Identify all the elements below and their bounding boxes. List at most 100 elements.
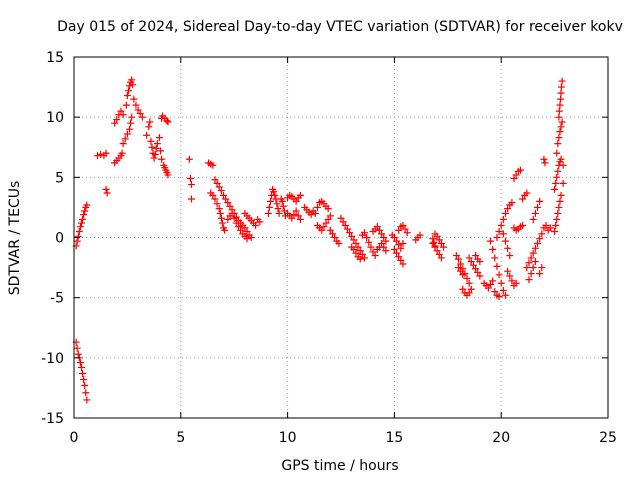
- data-point: [148, 143, 156, 151]
- x-tick-label: 5: [176, 430, 185, 446]
- data-point: [311, 209, 319, 217]
- chart-title: Day 015 of 2024, Sidereal Day-to-day VTE…: [57, 19, 623, 35]
- data-point: [224, 215, 232, 223]
- data-point: [209, 191, 217, 199]
- data-point: [499, 230, 507, 238]
- data-point: [497, 221, 505, 229]
- data-point: [151, 150, 159, 158]
- data-point: [437, 240, 445, 248]
- data-point: [501, 291, 509, 299]
- data-point: [292, 207, 300, 215]
- data-point: [83, 201, 91, 209]
- data-point: [75, 227, 83, 235]
- data-point: [555, 134, 563, 142]
- data-point: [557, 191, 565, 199]
- data-point: [153, 140, 161, 148]
- data-point: [454, 264, 462, 272]
- data-point: [158, 155, 166, 163]
- data-point: [265, 203, 273, 211]
- data-point: [523, 189, 531, 197]
- data-point: [476, 272, 484, 280]
- data-point: [395, 226, 403, 234]
- data-point: [484, 284, 492, 292]
- axis-ticks: [73, 56, 609, 419]
- data-point: [510, 175, 518, 183]
- data-point: [508, 277, 516, 285]
- data-point: [399, 240, 407, 248]
- data-point: [559, 179, 567, 187]
- data-point: [546, 224, 554, 232]
- data-point: [222, 195, 230, 203]
- data-point: [554, 167, 562, 175]
- data-point: [467, 285, 475, 293]
- data-point: [221, 226, 229, 234]
- data-point: [435, 250, 443, 258]
- data-point: [164, 171, 172, 179]
- data-point: [230, 214, 238, 222]
- data-point: [557, 89, 565, 97]
- data-point: [226, 202, 234, 210]
- data-point: [102, 149, 110, 157]
- data-point: [489, 277, 497, 285]
- data-point: [296, 191, 304, 199]
- x-tick-label: 20: [492, 430, 510, 446]
- data-point: [538, 230, 546, 238]
- data-point: [79, 369, 87, 377]
- data-point: [390, 246, 398, 254]
- data-point: [130, 95, 138, 103]
- data-point: [243, 227, 251, 235]
- data-point: [542, 221, 550, 229]
- data-point: [113, 116, 121, 124]
- data-point: [506, 252, 514, 260]
- data-point: [437, 254, 445, 262]
- data-point: [553, 215, 561, 223]
- data-point: [237, 226, 245, 234]
- data-point: [360, 229, 368, 237]
- data-point: [121, 135, 129, 143]
- data-point: [559, 161, 567, 169]
- data-point: [457, 267, 465, 275]
- data-point: [145, 123, 153, 131]
- data-point: [356, 255, 364, 263]
- data-point: [119, 140, 127, 148]
- data-point: [232, 219, 240, 227]
- y-axis-label: SDTVAR / TECUs: [7, 181, 23, 296]
- data-point: [143, 131, 151, 139]
- data-point: [136, 110, 144, 118]
- data-point: [531, 209, 539, 217]
- data-point: [213, 200, 221, 208]
- data-point: [76, 359, 84, 367]
- data-point: [495, 271, 503, 279]
- data-point: [529, 249, 537, 257]
- data-point: [399, 221, 407, 229]
- data-point: [380, 243, 388, 251]
- data-point: [525, 276, 533, 284]
- data-point: [155, 134, 163, 142]
- data-point: [558, 77, 566, 85]
- y-tick-label: -5: [50, 291, 64, 307]
- data-point: [147, 137, 155, 145]
- data-point: [150, 154, 158, 162]
- data-point: [80, 211, 88, 219]
- data-point: [73, 344, 81, 352]
- data-point: [538, 264, 546, 272]
- data-point: [555, 113, 563, 121]
- y-tick-label: -10: [41, 351, 64, 367]
- data-point: [307, 211, 315, 219]
- data-point: [243, 235, 251, 243]
- data-point: [554, 140, 562, 148]
- data-point: [363, 234, 371, 241]
- data-point: [540, 155, 548, 163]
- data-point: [433, 247, 441, 255]
- data-point: [77, 363, 85, 371]
- data-point: [217, 214, 225, 222]
- data-point: [360, 254, 368, 262]
- data-point: [491, 254, 499, 262]
- data-point: [519, 221, 527, 229]
- data-point: [367, 243, 375, 251]
- data-point: [164, 118, 172, 126]
- data-point: [527, 270, 535, 278]
- data-point: [134, 106, 142, 114]
- data-point: [278, 197, 286, 205]
- data-point: [215, 183, 223, 191]
